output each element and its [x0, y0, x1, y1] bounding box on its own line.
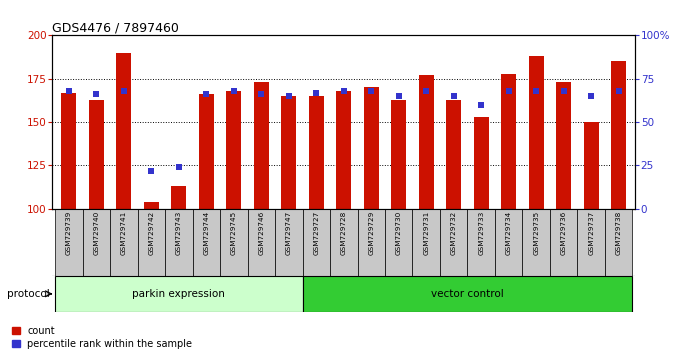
Bar [357, 209, 385, 276]
Bar [82, 209, 110, 276]
Text: GSM729732: GSM729732 [451, 211, 456, 255]
Text: GSM729740: GSM729740 [94, 211, 99, 255]
Bar [413, 209, 440, 276]
Bar [199, 95, 214, 209]
Bar [385, 209, 413, 276]
Bar [248, 209, 275, 276]
Bar [144, 202, 159, 209]
Bar [330, 209, 357, 276]
Text: GSM729729: GSM729729 [369, 211, 374, 255]
Text: GDS4476 / 7897460: GDS4476 / 7897460 [52, 21, 179, 34]
Text: GSM729747: GSM729747 [285, 211, 292, 255]
Bar [528, 56, 544, 209]
Text: vector control: vector control [431, 289, 504, 299]
Text: GSM729743: GSM729743 [176, 211, 181, 255]
Text: GSM729733: GSM729733 [478, 211, 484, 255]
Bar [391, 99, 406, 209]
Bar [364, 87, 379, 209]
Text: parkin expression: parkin expression [133, 289, 225, 299]
Bar [440, 209, 468, 276]
Bar [446, 99, 461, 209]
Bar [55, 276, 302, 312]
Bar [171, 186, 186, 209]
Bar [611, 62, 626, 209]
Text: GSM729746: GSM729746 [258, 211, 265, 255]
Bar [468, 209, 495, 276]
Bar [275, 209, 302, 276]
Text: GSM729744: GSM729744 [203, 211, 209, 255]
Bar [336, 91, 351, 209]
Bar [138, 209, 165, 276]
Text: GSM729734: GSM729734 [506, 211, 512, 255]
Text: GSM729728: GSM729728 [341, 211, 347, 255]
Bar [309, 96, 324, 209]
Text: GSM729730: GSM729730 [396, 211, 402, 255]
Text: GSM729742: GSM729742 [148, 211, 154, 255]
Text: GSM729741: GSM729741 [121, 211, 127, 255]
Bar [605, 209, 632, 276]
Bar [117, 53, 131, 209]
Bar [254, 82, 269, 209]
Bar [495, 209, 523, 276]
Text: GSM729738: GSM729738 [616, 211, 622, 255]
Text: GSM729745: GSM729745 [231, 211, 237, 255]
Bar [193, 209, 220, 276]
Bar [419, 75, 433, 209]
Bar [302, 276, 632, 312]
Bar [474, 117, 489, 209]
Legend: count, percentile rank within the sample: count, percentile rank within the sample [12, 326, 193, 349]
Bar [556, 82, 571, 209]
Bar [61, 93, 76, 209]
Text: GSM729739: GSM729739 [66, 211, 72, 255]
Bar [523, 209, 550, 276]
Bar [165, 209, 193, 276]
Text: GSM729727: GSM729727 [313, 211, 319, 255]
Bar [302, 209, 330, 276]
Bar [220, 209, 248, 276]
Bar [226, 91, 242, 209]
Text: GSM729731: GSM729731 [423, 211, 429, 255]
Bar [89, 99, 104, 209]
Bar [550, 209, 577, 276]
Text: GSM729735: GSM729735 [533, 211, 540, 255]
Bar [110, 209, 138, 276]
Text: protocol: protocol [7, 289, 50, 299]
Text: GSM729737: GSM729737 [588, 211, 594, 255]
Bar [584, 122, 599, 209]
Text: GSM729736: GSM729736 [560, 211, 567, 255]
Bar [281, 96, 297, 209]
Bar [501, 74, 517, 209]
Bar [577, 209, 605, 276]
Bar [55, 209, 82, 276]
